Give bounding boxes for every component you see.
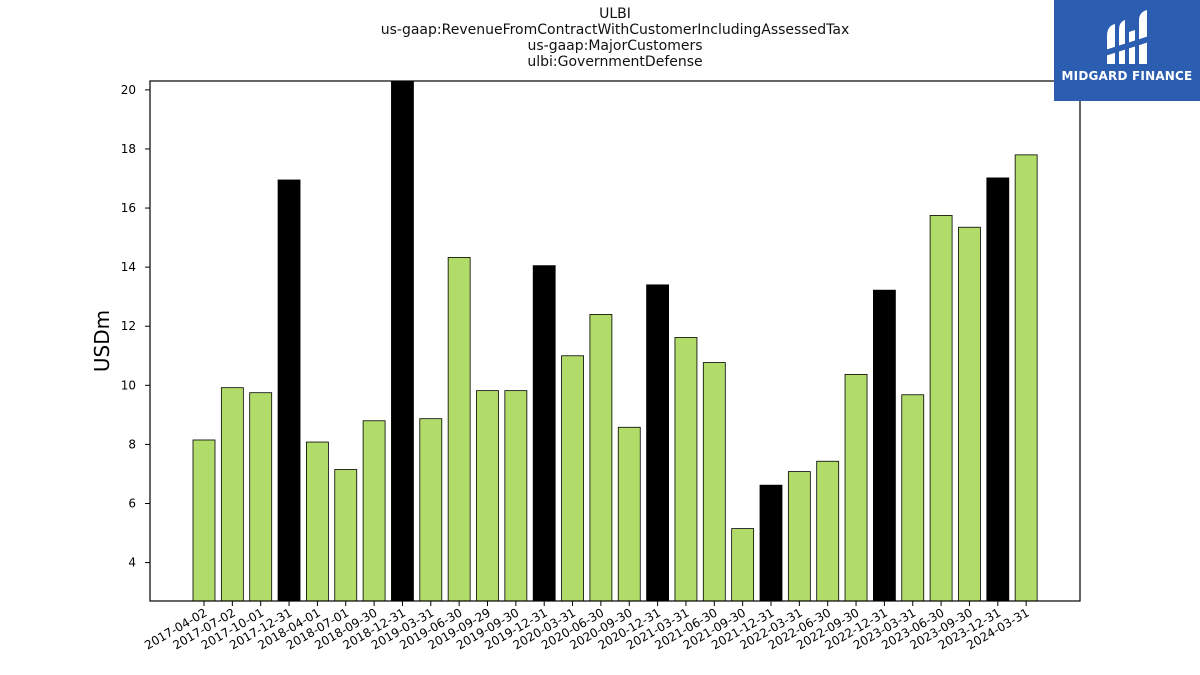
bar-2023-09-30 (958, 226, 981, 602)
bar-2024-03-31 (1014, 154, 1038, 602)
bar-2023-03-31 (901, 394, 925, 602)
chart-title-line: ULBI (599, 6, 631, 22)
logo-text: MIDGARD FINANCE (1061, 69, 1193, 83)
y-tick-label: 8 (128, 437, 136, 451)
bar-2017-12-31 (277, 179, 301, 602)
midgard-finance-logo: MIDGARD FINANCE (1054, 0, 1200, 101)
bar-2017-04-02 (192, 439, 216, 602)
chart-title-line: us-gaap:MajorCustomers (527, 38, 703, 54)
bar-2020-12-31 (646, 284, 669, 602)
plot-frame (149, 80, 1081, 602)
bar-2020-09-30 (617, 426, 641, 602)
y-tick-label: 18 (121, 142, 136, 156)
bar-2019-09-30 (504, 390, 528, 602)
bar-2022-12-31 (873, 289, 896, 602)
y-tick-label: 12 (121, 319, 136, 333)
bar-2023-12-31 (986, 177, 1010, 602)
y-tick-label: 14 (121, 260, 136, 274)
y-tick-label: 4 (128, 556, 136, 570)
bar-2018-12-31 (391, 80, 414, 602)
bar-2018-04-01 (305, 441, 329, 602)
bar-2019-03-31 (419, 418, 443, 602)
chart-title-line: us-gaap:RevenueFromContractWithCustomerI… (380, 22, 850, 38)
bar-2021-03-31 (674, 337, 698, 602)
bar-2018-07-01 (334, 469, 358, 602)
bar-2023-06-30 (929, 215, 953, 602)
bar-2021-06-30 (702, 362, 726, 602)
bar-2022-09-30 (844, 373, 868, 602)
y-tick-label: 6 (128, 497, 136, 511)
bar-2017-07-02 (220, 387, 244, 602)
chart-title: ULBI us-gaap:RevenueFromContractWithCust… (150, 6, 1080, 70)
bar-2019-12-31 (532, 265, 556, 602)
bar-2021-09-30 (731, 528, 755, 602)
bar-2022-03-31 (787, 471, 811, 602)
y-axis-label: USDm (90, 310, 114, 372)
chart-title-line: ulbi:GovernmentDefense (527, 54, 703, 70)
bar-2017-10-01 (249, 392, 273, 602)
y-axis: 4 6 8 10 12 14 16 18 20 (121, 83, 150, 570)
bar-2020-06-30 (589, 314, 613, 602)
bars-group (192, 80, 1038, 602)
midgard-logo-icon (1105, 10, 1149, 64)
bar-2020-03-31 (561, 355, 584, 602)
x-axis: 2017-04-022017-07-022017-10-012017-12-31… (142, 601, 1032, 652)
bar-2019-09-29 (476, 390, 499, 602)
y-tick-label: 10 (121, 378, 136, 392)
bar-2021-12-31 (759, 484, 783, 602)
bar-2019-06-30 (447, 256, 471, 602)
bar-2022-06-30 (816, 460, 840, 602)
y-tick-label: 20 (121, 83, 136, 97)
bar-2018-09-30 (362, 420, 386, 602)
y-tick-label: 16 (121, 201, 136, 215)
